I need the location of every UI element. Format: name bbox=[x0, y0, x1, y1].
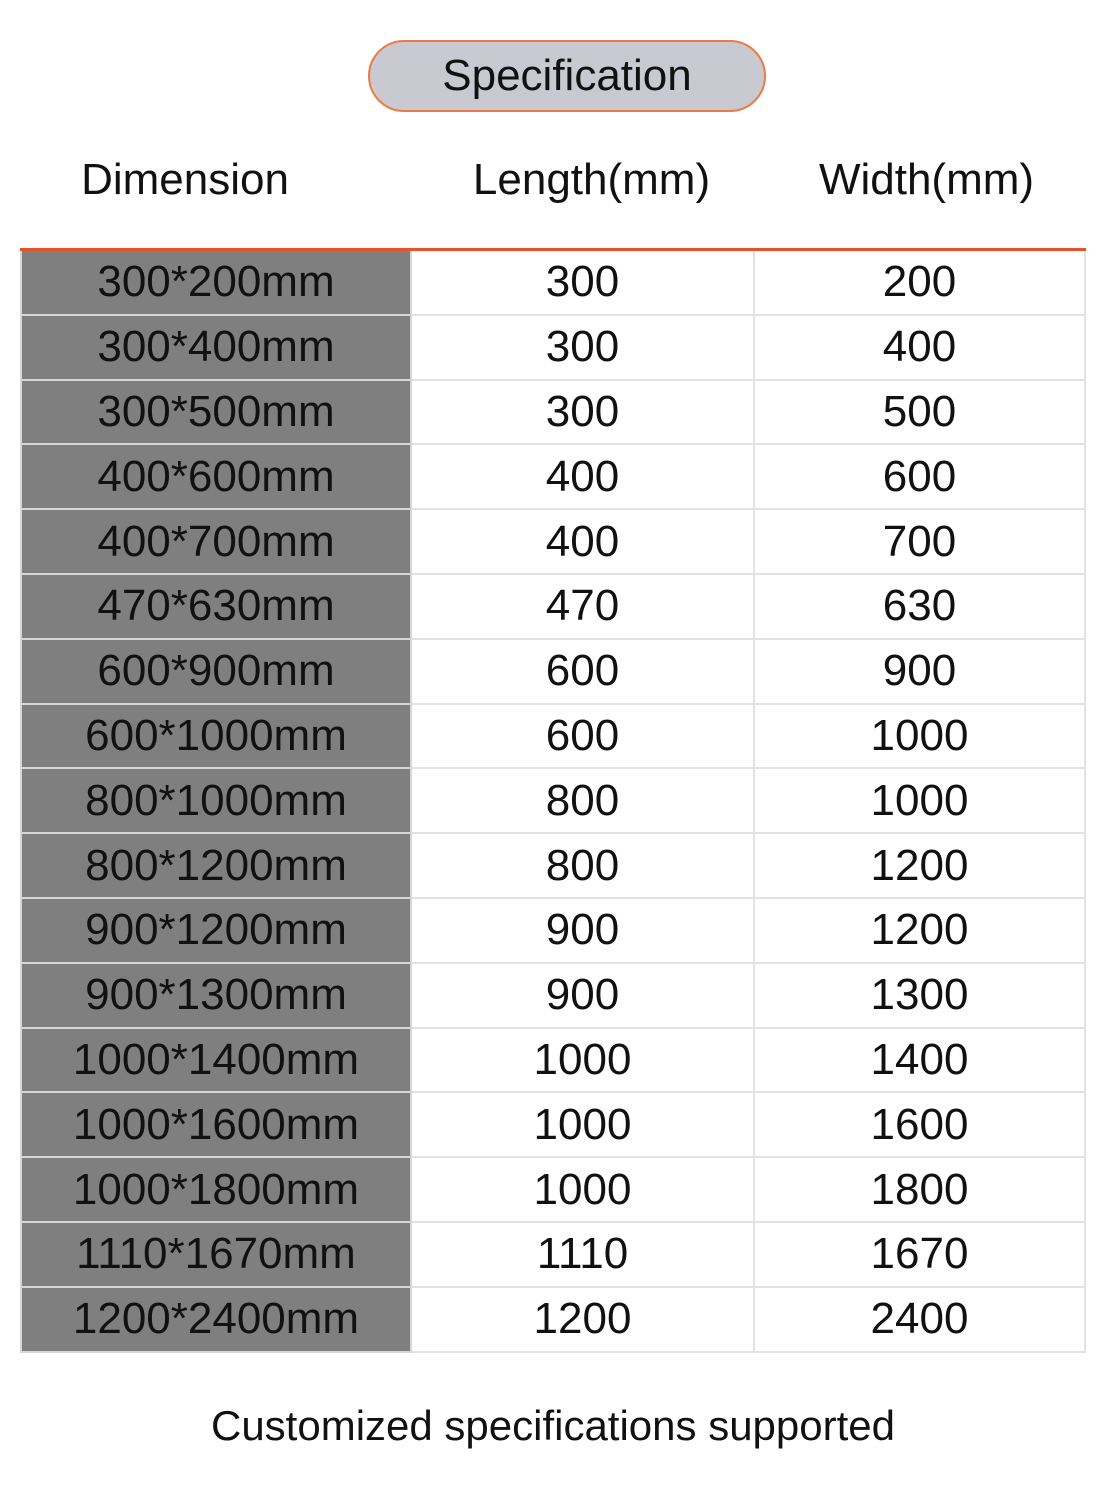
footer-note: Customized specifications supported bbox=[210, 1402, 896, 1449]
dimension-cell: 900*1300mm bbox=[20, 961, 412, 1029]
length-cell: 400 bbox=[410, 508, 755, 575]
table-row: 1000*1600mm 1000 1600 bbox=[20, 1091, 1086, 1159]
length-cell: 470 bbox=[410, 572, 755, 640]
length-cell: 900 bbox=[410, 961, 755, 1029]
table-row: 800*1000mm 800 1000 bbox=[20, 767, 1086, 835]
dimension-cell: 1000*1400mm bbox=[20, 1026, 412, 1094]
length-cell: 400 bbox=[410, 443, 755, 511]
dimension-cell: 1200*2400mm bbox=[20, 1285, 412, 1353]
width-cell: 600 bbox=[753, 443, 1086, 511]
table-row: 600*1000mm 600 1000 bbox=[20, 702, 1086, 770]
width-cell: 1800 bbox=[753, 1156, 1086, 1223]
width-cell: 1300 bbox=[753, 961, 1086, 1029]
width-cell: 1000 bbox=[753, 702, 1086, 770]
width-cell: 1200 bbox=[753, 896, 1086, 964]
dimension-cell: 470*630mm bbox=[20, 572, 412, 640]
length-cell: 800 bbox=[410, 767, 755, 835]
dimension-cell: 600*900mm bbox=[20, 637, 412, 705]
width-cell: 400 bbox=[753, 313, 1086, 381]
length-cell: 800 bbox=[410, 832, 755, 899]
header-width: Width(mm) bbox=[818, 155, 1035, 204]
length-cell: 900 bbox=[410, 896, 755, 964]
table-row: 470*630mm 470 630 bbox=[20, 572, 1086, 640]
dimension-cell: 300*200mm bbox=[20, 248, 412, 316]
width-cell: 1600 bbox=[753, 1091, 1086, 1159]
spec-table: 300*200mm 300 200 300*400mm 300 400 300*500mm 3… bbox=[20, 248, 1086, 1353]
length-cell: 1000 bbox=[410, 1091, 755, 1159]
table-row: 1000*1400mm 1000 1400 bbox=[20, 1026, 1086, 1094]
length-cell: 1000 bbox=[410, 1026, 755, 1094]
table-row: 300*500mm 300 500 bbox=[20, 378, 1086, 446]
width-cell: 200 bbox=[753, 248, 1086, 316]
width-cell: 1000 bbox=[753, 767, 1086, 835]
specification-title: Specification bbox=[368, 40, 766, 112]
table-row: 400*700mm 400 700 bbox=[20, 508, 1086, 575]
table-row: 900*1200mm 900 1200 bbox=[20, 896, 1086, 964]
table-row: 800*1200mm 800 1200 bbox=[20, 832, 1086, 899]
header-length: Length(mm) bbox=[472, 155, 711, 204]
length-cell: 1200 bbox=[410, 1285, 755, 1353]
table-row: 600*900mm 600 900 bbox=[20, 637, 1086, 705]
length-cell: 1110 bbox=[410, 1220, 755, 1288]
dimension-cell: 300*500mm bbox=[20, 378, 412, 446]
length-cell: 1000 bbox=[410, 1156, 755, 1223]
length-cell: 300 bbox=[410, 313, 755, 381]
dimension-cell: 800*1000mm bbox=[20, 767, 412, 835]
dimension-cell: 1110*1670mm bbox=[20, 1220, 412, 1288]
dimension-cell: 800*1200mm bbox=[20, 832, 412, 899]
length-cell: 600 bbox=[410, 637, 755, 705]
dimension-cell: 400*600mm bbox=[20, 443, 412, 511]
dimension-cell: 300*400mm bbox=[20, 313, 412, 381]
table-row: 1000*1800mm 1000 1800 bbox=[20, 1156, 1086, 1223]
table-row: 300*400mm 300 400 bbox=[20, 313, 1086, 381]
table-row: 1200*2400mm 1200 2400 bbox=[20, 1285, 1086, 1353]
dimension-cell: 400*700mm bbox=[20, 508, 412, 575]
table-row: 900*1300mm 900 1300 bbox=[20, 961, 1086, 1029]
width-cell: 630 bbox=[753, 572, 1086, 640]
width-cell: 1670 bbox=[753, 1220, 1086, 1288]
dimension-cell: 1000*1800mm bbox=[20, 1156, 412, 1223]
table-row: 300*200mm 300 200 bbox=[20, 248, 1086, 316]
width-cell: 700 bbox=[753, 508, 1086, 575]
length-cell: 300 bbox=[410, 378, 755, 446]
table-row: 400*600mm 400 600 bbox=[20, 443, 1086, 511]
width-cell: 1400 bbox=[753, 1026, 1086, 1094]
width-cell: 900 bbox=[753, 637, 1086, 705]
width-cell: 500 bbox=[753, 378, 1086, 446]
dimension-cell: 900*1200mm bbox=[20, 896, 412, 964]
width-cell: 2400 bbox=[753, 1285, 1086, 1353]
dimension-cell: 600*1000mm bbox=[20, 702, 412, 770]
dimension-cell: 1000*1600mm bbox=[20, 1091, 412, 1159]
header-dimension: Dimension bbox=[81, 155, 289, 204]
length-cell: 300 bbox=[410, 248, 755, 316]
length-cell: 600 bbox=[410, 702, 755, 770]
table-row: 1110*1670mm 1110 1670 bbox=[20, 1220, 1086, 1288]
width-cell: 1200 bbox=[753, 832, 1086, 899]
